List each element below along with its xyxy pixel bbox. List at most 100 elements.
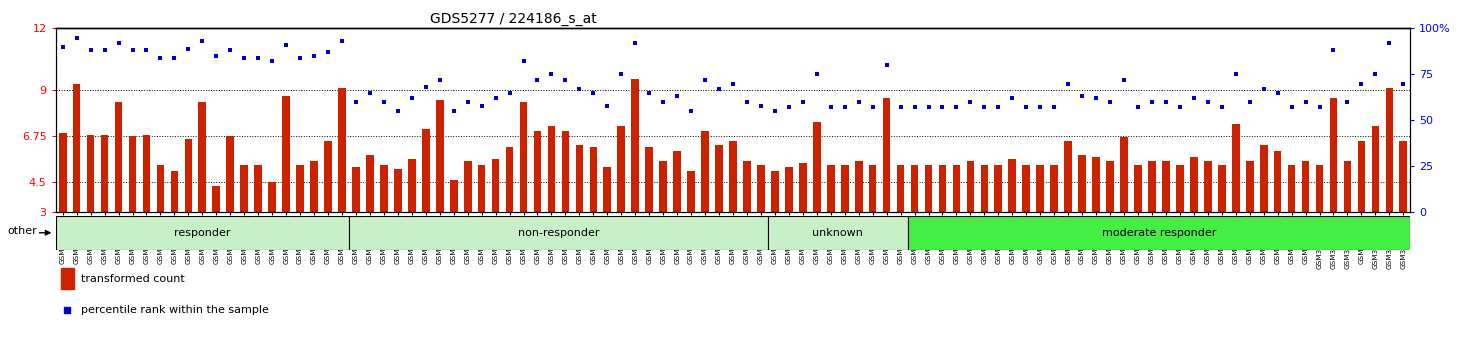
Point <box>610 72 633 77</box>
Point <box>135 47 158 53</box>
Point <box>847 99 871 105</box>
Bar <box>771 171 778 212</box>
Point <box>987 105 1010 110</box>
Point <box>707 86 730 92</box>
Point <box>246 55 270 61</box>
Point <box>1070 93 1094 99</box>
Point <box>777 105 800 110</box>
Point <box>749 103 773 108</box>
Point <box>764 108 787 114</box>
Bar <box>86 135 94 212</box>
Point <box>289 55 312 61</box>
Bar <box>548 126 556 212</box>
Text: percentile rank within the sample: percentile rank within the sample <box>82 305 270 315</box>
Text: moderate responder: moderate responder <box>1102 228 1217 238</box>
Bar <box>1135 165 1142 212</box>
Bar <box>491 159 500 212</box>
Bar <box>408 159 416 212</box>
Bar <box>366 155 374 212</box>
Bar <box>1022 165 1031 212</box>
Point <box>456 99 479 105</box>
Point <box>1029 105 1053 110</box>
Point <box>638 90 661 96</box>
Point <box>651 99 674 105</box>
Point <box>526 77 550 83</box>
Point <box>623 40 647 46</box>
Point <box>79 47 103 53</box>
Bar <box>129 136 136 212</box>
Bar <box>268 182 276 212</box>
Point <box>1154 99 1177 105</box>
Point <box>441 108 465 114</box>
Point <box>1363 72 1387 77</box>
Point <box>1350 81 1374 86</box>
Bar <box>604 167 611 212</box>
Point <box>1085 96 1108 101</box>
Bar <box>1148 161 1155 212</box>
Bar <box>170 171 179 212</box>
Point <box>302 53 325 59</box>
Bar <box>1231 125 1240 212</box>
Point <box>1322 47 1346 53</box>
Point <box>1168 105 1192 110</box>
Bar <box>841 165 849 212</box>
Point <box>1267 90 1290 96</box>
Point <box>261 59 284 64</box>
Point <box>1141 99 1164 105</box>
Point <box>736 99 759 105</box>
Point <box>1280 105 1303 110</box>
Bar <box>62 268 73 289</box>
Point <box>1057 81 1080 86</box>
Bar <box>1190 157 1198 212</box>
Bar <box>1009 159 1016 212</box>
Bar <box>1050 165 1058 212</box>
Point <box>1224 72 1248 77</box>
Point <box>1294 99 1318 105</box>
Bar <box>925 165 932 212</box>
Point <box>1113 77 1136 83</box>
Bar <box>534 131 541 212</box>
Point <box>972 105 995 110</box>
Bar <box>101 135 108 212</box>
Bar <box>1218 165 1226 212</box>
Bar <box>701 131 710 212</box>
Bar <box>1092 157 1100 212</box>
Bar <box>1163 161 1170 212</box>
Bar <box>478 165 485 212</box>
Bar <box>1274 151 1281 212</box>
Bar <box>966 161 975 212</box>
Bar <box>435 100 444 212</box>
Bar <box>1064 141 1072 212</box>
Point <box>148 55 172 61</box>
Point <box>888 105 912 110</box>
Bar <box>1372 126 1380 212</box>
Bar <box>422 129 430 212</box>
Bar <box>715 145 723 212</box>
Bar <box>1287 165 1296 212</box>
Bar <box>768 216 907 250</box>
Point <box>512 59 535 64</box>
Bar <box>576 145 583 212</box>
Point <box>403 146 427 152</box>
Bar <box>324 141 331 212</box>
Bar <box>910 165 918 212</box>
Point <box>107 40 130 46</box>
Point <box>1378 40 1401 46</box>
Point <box>317 50 340 55</box>
Bar <box>339 88 346 212</box>
Point <box>931 105 954 110</box>
Point <box>1098 99 1121 105</box>
Point <box>903 105 927 110</box>
Point <box>428 77 452 83</box>
Bar <box>953 165 960 212</box>
Bar <box>994 165 1003 212</box>
Point <box>1308 105 1331 110</box>
Point <box>413 84 437 90</box>
Point <box>233 55 257 61</box>
Bar <box>296 165 303 212</box>
Bar <box>799 163 806 212</box>
Point <box>274 42 298 48</box>
Point <box>386 108 409 114</box>
Point <box>554 77 578 83</box>
Text: responder: responder <box>174 228 230 238</box>
